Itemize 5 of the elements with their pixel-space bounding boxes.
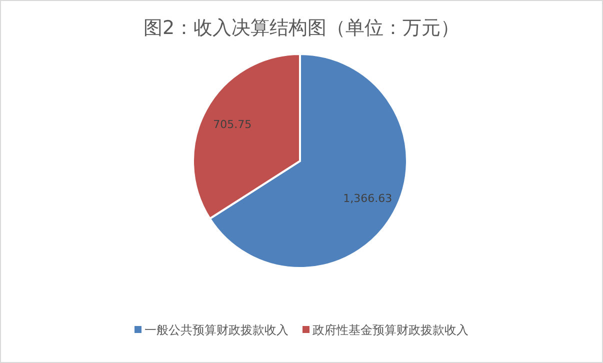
data-label: 1,366.63 [343,192,392,205]
legend-label: 政府性基金预算财政拨款收入 [312,323,468,337]
chart-title: 图2：收入决算结构图（单位：万元） [143,17,460,39]
legend-label: 一般公共预算财政拨款收入 [144,323,288,337]
data-label: 705.75 [213,118,252,132]
